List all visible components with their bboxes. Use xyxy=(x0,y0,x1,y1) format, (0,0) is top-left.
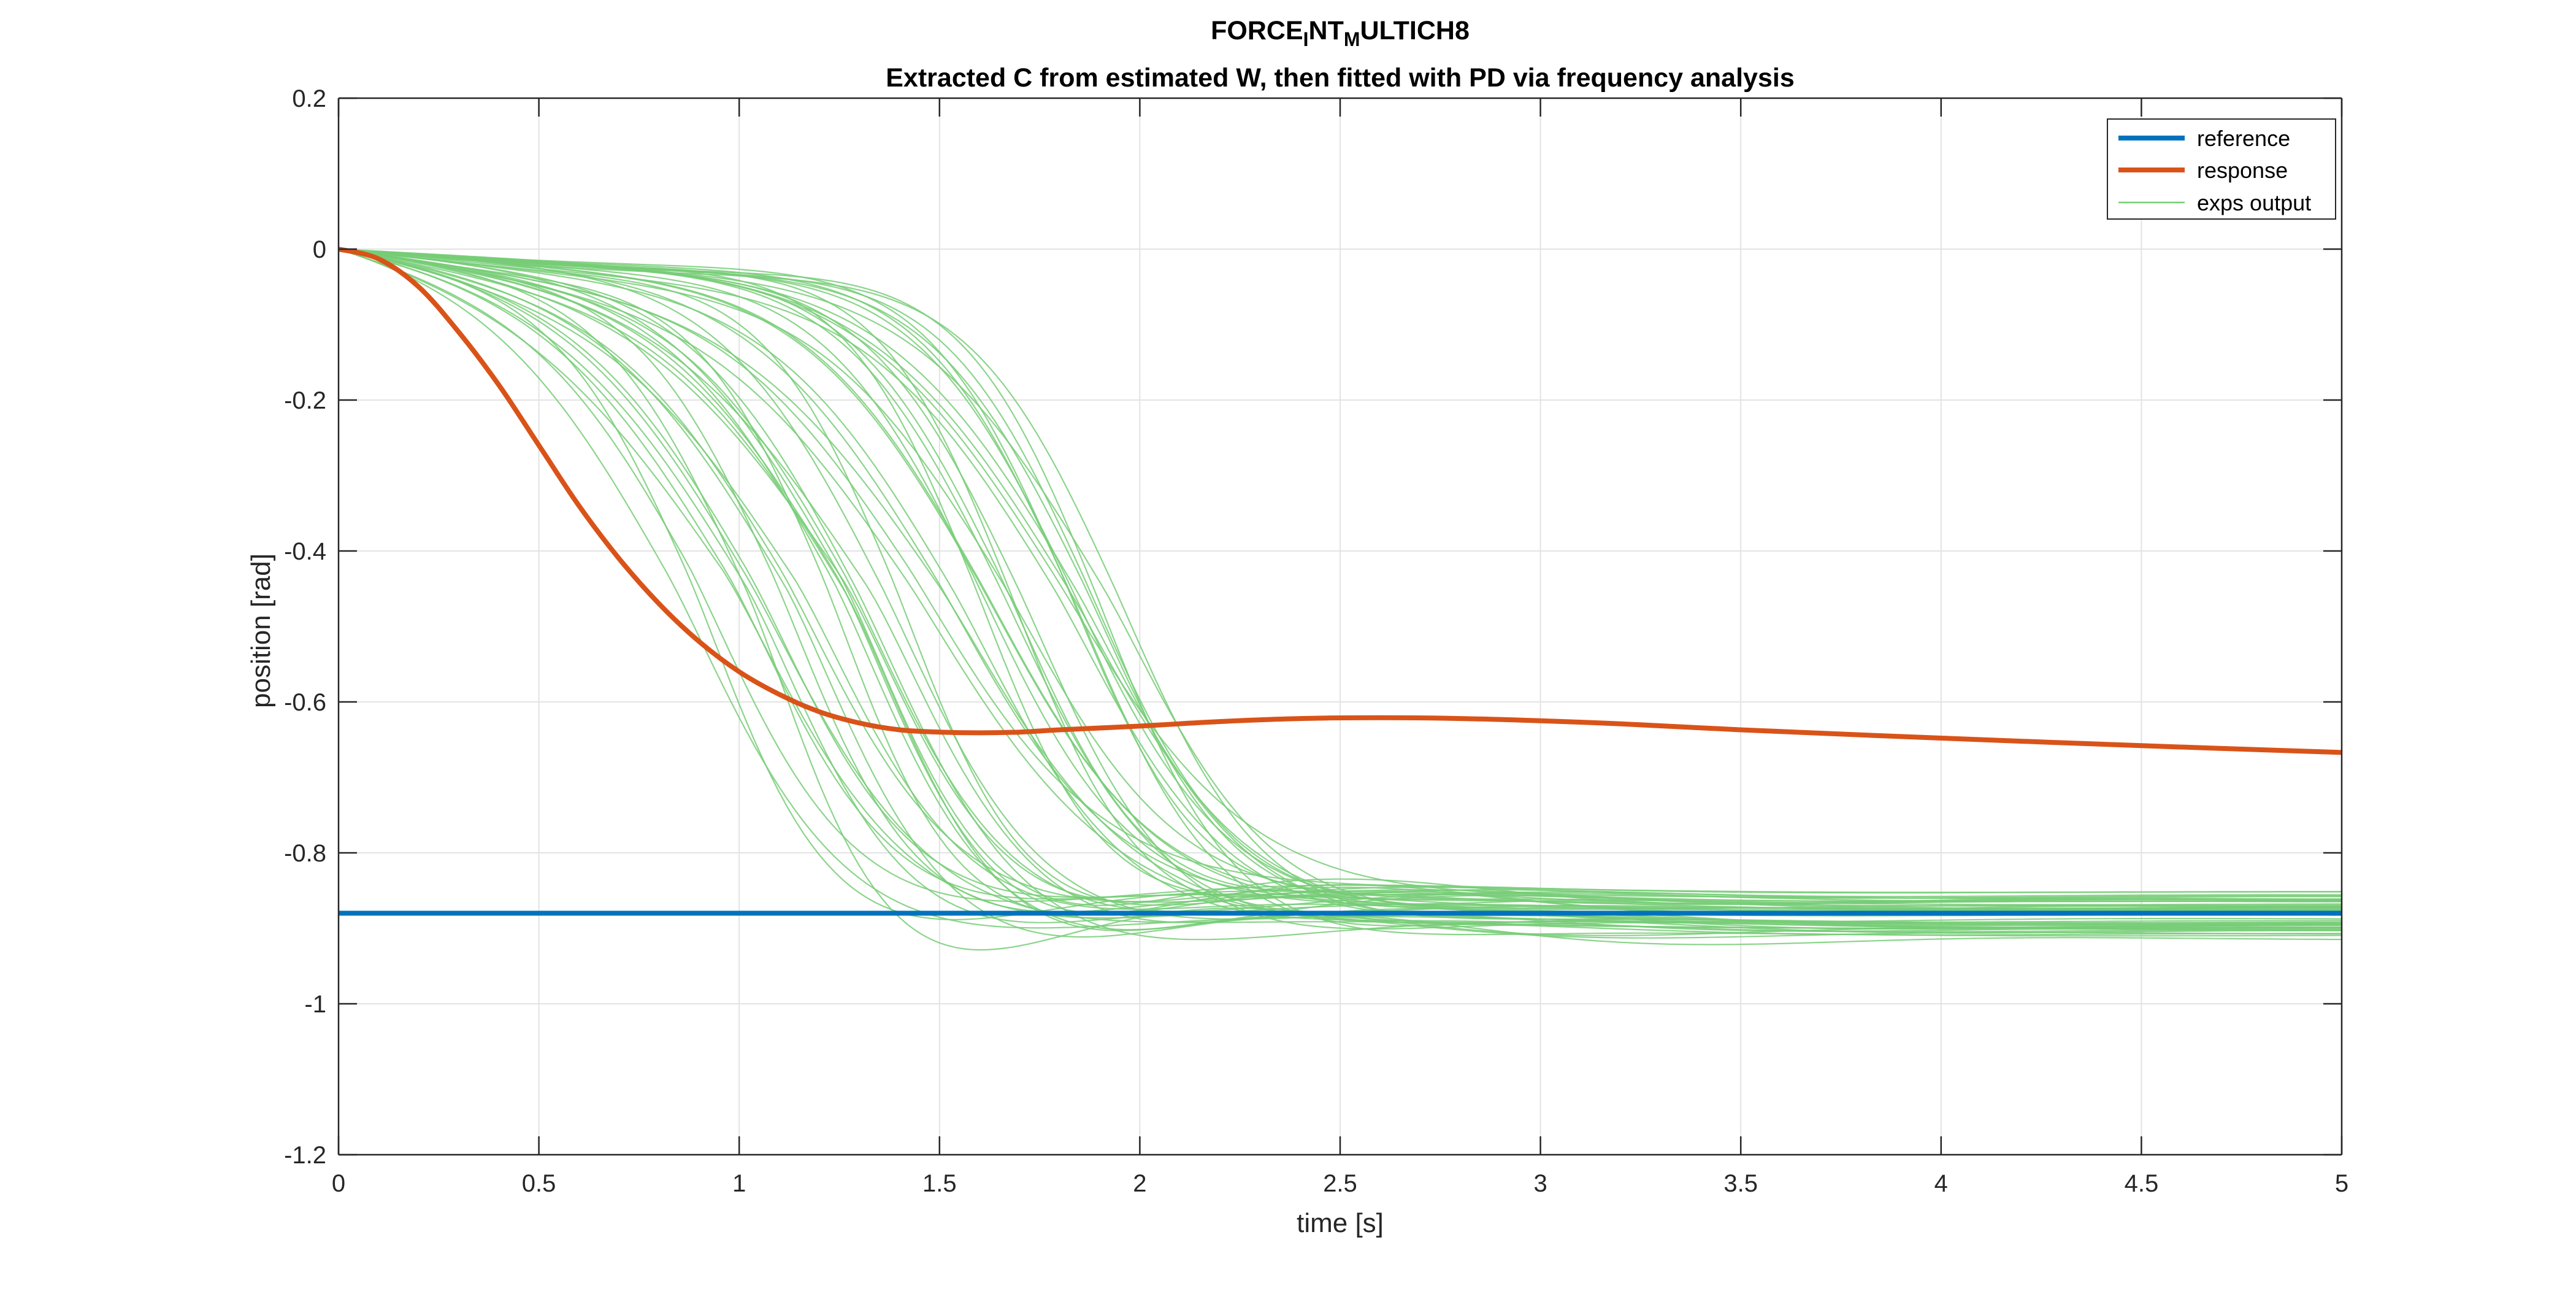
series-layer xyxy=(338,247,2342,951)
x-tick-label: 5 xyxy=(2335,1170,2348,1197)
chart-title: FORCEINTMULTICH8 xyxy=(1211,16,1470,50)
chart-title-part: I xyxy=(1303,28,1309,50)
legend-label-response: response xyxy=(2197,158,2288,183)
x-tick-label: 0.5 xyxy=(522,1170,556,1197)
x-tick-label: 1 xyxy=(732,1170,746,1197)
tick-labels: 0 0.5 1 1.5 2 2.5 3 3.5 4 4.5 5 0.2 0 -0.2 -0.4 -0.6 -0.… xyxy=(284,85,2348,1197)
x-tick-label: 4 xyxy=(1934,1170,1948,1197)
exps-output-line xyxy=(338,248,2342,903)
exps-output-line xyxy=(338,248,2342,941)
chart-title-part: ULTICH8 xyxy=(1360,16,1470,45)
x-tick-label: 1.5 xyxy=(922,1170,957,1197)
x-tick-label: 2.5 xyxy=(1323,1170,1357,1197)
y-tick-label: 0.2 xyxy=(292,85,326,112)
exps-output-line xyxy=(338,248,2342,907)
y-tick-label: -0.6 xyxy=(284,689,326,716)
y-axis-label: position [rad] xyxy=(246,553,276,708)
chart-subtitle: Extracted C from estimated W, then fitte… xyxy=(886,63,1794,93)
exps-output-line xyxy=(338,248,2342,928)
x-tick-label: 3.5 xyxy=(1723,1170,1758,1197)
legend: reference response exps output xyxy=(2107,118,2336,220)
x-tick-label: 4.5 xyxy=(2125,1170,2159,1197)
y-tick-label: -1 xyxy=(304,991,326,1018)
y-tick-label: 0 xyxy=(313,236,326,263)
exps-output-line xyxy=(338,248,2342,910)
x-tick-label: 0 xyxy=(332,1170,345,1197)
exps-output-line xyxy=(338,248,2342,906)
y-tick-label: -0.2 xyxy=(284,387,326,414)
x-tick-label: 3 xyxy=(1533,1170,1547,1197)
legend-label-exps-output: exps output xyxy=(2197,190,2311,215)
y-tick-label: -0.4 xyxy=(284,538,326,565)
legend-label-reference: reference xyxy=(2197,126,2290,151)
chart-title-part: NT xyxy=(1309,16,1344,45)
exps-output-line xyxy=(338,248,2342,900)
y-tick-label: -1.2 xyxy=(284,1142,326,1169)
response-line xyxy=(338,247,2342,755)
y-tick-label: -0.8 xyxy=(284,840,326,867)
axes xyxy=(337,97,2343,1156)
chart-title-part: FORCE xyxy=(1211,16,1303,45)
x-axis-label: time [s] xyxy=(1297,1208,1384,1238)
exps-output-line xyxy=(338,248,2342,929)
chart-title-part: M xyxy=(1344,28,1360,50)
x-tick-label: 2 xyxy=(1133,1170,1146,1197)
